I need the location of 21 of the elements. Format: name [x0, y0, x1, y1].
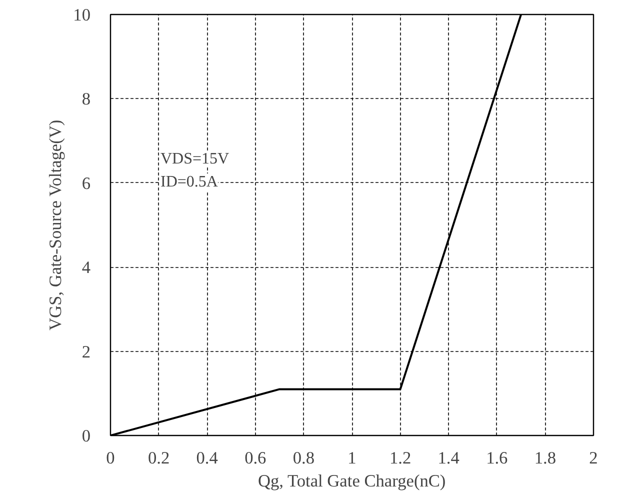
x-tick-label: 0 [106, 448, 115, 468]
y-tick-label: 0 [82, 426, 91, 446]
y-tick-label: 8 [82, 90, 91, 109]
x-tick-label: 0.2 [148, 448, 170, 468]
x-tick-label: 1.6 [486, 448, 508, 468]
y-tick-label: 10 [73, 6, 90, 24]
y-tick-label: 2 [82, 342, 91, 362]
x-tick-label: 1.2 [389, 448, 412, 468]
annotation: VDS=15V [160, 150, 230, 168]
x-tick-label: 0.6 [244, 448, 267, 468]
y-tick-label: 6 [82, 174, 91, 193]
y-axis-title: VGS, Gate-Source Voltage(V) [46, 120, 66, 330]
x-tick-label: 2 [589, 448, 598, 468]
x-tick-label: 1.8 [534, 448, 556, 468]
x-tick-label: 1.4 [438, 448, 460, 468]
x-axis-title: Qg, Total Gate Charge(nC) [258, 472, 446, 490]
x-tick-label: 0.4 [196, 448, 218, 468]
x-tick-label: 1 [348, 448, 356, 468]
y-tick-label: 4 [82, 258, 91, 278]
annotation: ID=0.5A [160, 174, 218, 190]
x-tick-label: 0.8 [292, 448, 315, 468]
